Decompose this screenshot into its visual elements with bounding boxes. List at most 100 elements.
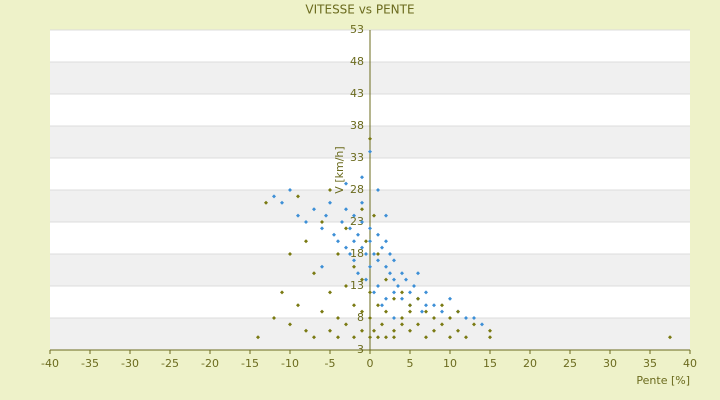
y-tick-label: 33	[350, 151, 364, 164]
point	[432, 328, 436, 333]
point	[352, 213, 356, 218]
point	[360, 220, 364, 224]
point	[296, 194, 300, 199]
point	[296, 213, 300, 218]
point	[272, 194, 276, 199]
point	[400, 271, 404, 276]
point	[376, 284, 380, 288]
point	[424, 303, 428, 308]
point	[432, 303, 436, 308]
point	[344, 245, 348, 250]
x-tick-label: -35	[81, 357, 99, 370]
point	[400, 290, 404, 295]
point	[448, 296, 452, 301]
point	[360, 245, 364, 250]
point	[400, 322, 404, 327]
point	[372, 328, 376, 333]
point	[356, 232, 360, 237]
point	[368, 335, 372, 340]
point	[392, 296, 396, 301]
point	[400, 296, 404, 301]
point	[464, 316, 468, 320]
point	[412, 284, 416, 288]
point	[336, 335, 340, 340]
point	[364, 252, 368, 256]
x-tick-label: -20	[201, 357, 219, 370]
point	[344, 226, 348, 231]
point	[368, 149, 372, 154]
point	[360, 328, 364, 333]
point	[352, 264, 356, 269]
point	[388, 252, 392, 256]
point	[336, 316, 340, 320]
point	[332, 232, 336, 237]
point	[264, 200, 268, 205]
point	[256, 335, 260, 340]
y-tick-label: 48	[350, 55, 364, 68]
point	[368, 239, 372, 244]
point	[480, 322, 484, 327]
x-tick-label: 20	[523, 357, 537, 370]
point	[368, 264, 372, 269]
point	[328, 328, 332, 333]
point	[328, 290, 332, 295]
x-tick-label: 30	[603, 357, 617, 370]
point	[348, 252, 352, 256]
point	[432, 316, 436, 320]
point	[360, 309, 364, 314]
point	[280, 200, 284, 205]
point	[384, 264, 388, 269]
point	[356, 271, 360, 276]
point	[416, 271, 420, 276]
point	[348, 226, 352, 231]
point	[376, 252, 380, 256]
point	[420, 309, 424, 314]
x-tick-label: 35	[643, 357, 657, 370]
x-axis-title: Pente [%]	[636, 374, 690, 387]
point	[408, 290, 412, 295]
point	[320, 226, 324, 231]
x-tick-label: -25	[161, 357, 179, 370]
point	[392, 290, 396, 295]
point	[392, 335, 396, 340]
point	[360, 200, 364, 205]
point	[312, 335, 316, 340]
y-tick-label: 13	[350, 279, 364, 292]
point	[440, 309, 444, 314]
point	[320, 309, 324, 314]
y-tick-label: 53	[350, 23, 364, 36]
point	[368, 226, 372, 231]
x-tick-label: 15	[483, 357, 497, 370]
point	[440, 303, 444, 308]
y-axis-title: V [km/h]	[333, 146, 346, 193]
point	[400, 316, 404, 320]
point	[372, 213, 376, 218]
point	[668, 335, 672, 340]
point	[424, 290, 428, 295]
point	[376, 258, 380, 263]
point	[472, 316, 476, 320]
x-tick-label: -30	[121, 357, 139, 370]
point	[340, 220, 344, 224]
y-tick-label: 3	[357, 343, 364, 356]
point	[392, 258, 396, 263]
point	[304, 239, 308, 244]
point	[368, 136, 372, 141]
point	[404, 277, 408, 282]
point	[396, 284, 400, 288]
point	[424, 309, 428, 314]
point	[372, 252, 376, 256]
point	[380, 303, 384, 308]
chart-title: VITESSE vs PENTE	[305, 3, 414, 17]
point	[376, 232, 380, 237]
point	[352, 258, 356, 263]
point	[448, 316, 452, 320]
point	[384, 296, 388, 301]
y-tick-label: 28	[350, 183, 364, 196]
point	[392, 277, 396, 282]
point	[384, 309, 388, 314]
point	[296, 303, 300, 308]
x-tick-label: 5	[407, 357, 414, 370]
point	[352, 335, 356, 340]
